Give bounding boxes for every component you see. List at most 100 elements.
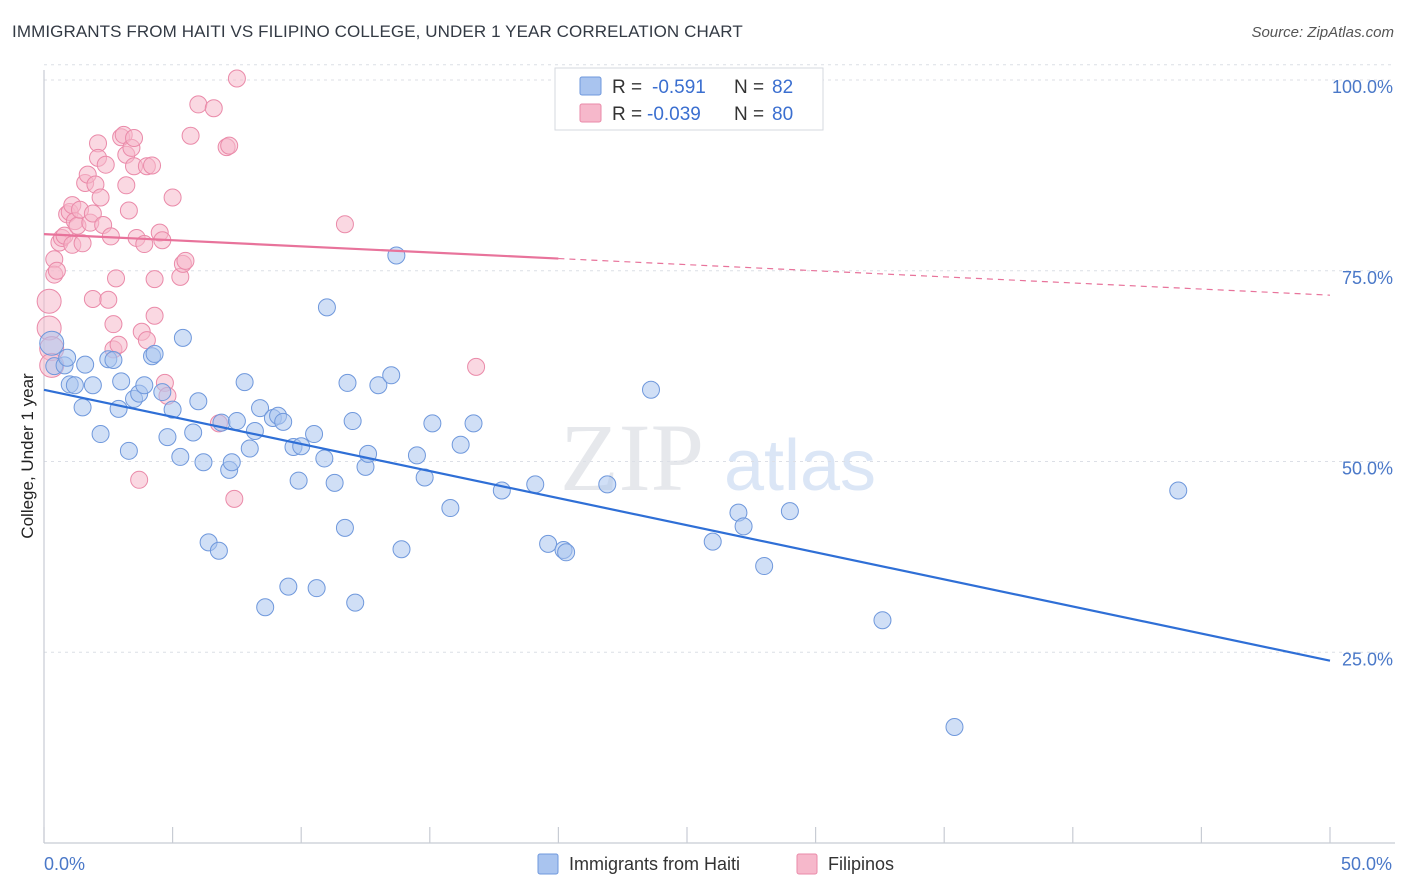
filipino-point <box>163 188 182 207</box>
watermark-zip: ZIP <box>560 404 704 511</box>
y-tick-label-50: 50.0% <box>1342 459 1393 479</box>
haiti-point <box>109 399 128 418</box>
x-tick-label-max: 50.0% <box>1341 854 1392 874</box>
haiti-point <box>163 400 182 419</box>
legend-n-value-haiti: 82 <box>772 77 793 98</box>
legend-swatch-filipino <box>579 103 602 123</box>
filipino-point <box>145 306 164 325</box>
haiti-point <box>73 398 92 417</box>
legend-n-value-filipino: 80 <box>772 104 793 125</box>
gridlines <box>44 64 1395 653</box>
haiti-point <box>423 414 442 433</box>
haiti-point <box>119 441 138 460</box>
haiti-point <box>703 532 722 551</box>
haiti-point <box>256 598 275 617</box>
filipino-point <box>96 155 115 174</box>
filipino-point <box>145 270 164 289</box>
haiti-point <box>58 348 77 367</box>
haiti-point <box>209 541 228 560</box>
haiti-point <box>227 412 246 431</box>
haiti-point <box>189 392 208 411</box>
haiti-point <box>251 399 270 418</box>
haiti-point <box>945 718 964 737</box>
filipino-point <box>83 204 102 223</box>
haiti-point <box>235 373 254 392</box>
filipino-point <box>109 335 128 354</box>
haiti-point <box>317 298 336 317</box>
haiti-point <box>598 475 617 494</box>
watermark-atlas: atlas <box>724 426 876 506</box>
filipino-point <box>107 269 126 288</box>
filipino-point <box>137 331 156 350</box>
haiti-point <box>173 328 192 347</box>
filipino-point <box>83 289 102 308</box>
haiti-point <box>194 453 213 472</box>
legend-r-value-filipino: -0.039 <box>647 104 701 125</box>
bottom-legend-swatch-filipino <box>796 853 818 875</box>
haiti-point <box>780 502 799 521</box>
legend-swatch-haiti <box>579 76 602 96</box>
source-label: Source: ZipAtlas.com <box>1251 24 1394 41</box>
haiti-point <box>153 383 172 402</box>
filipino-point <box>176 251 195 270</box>
filipino-point <box>99 290 118 309</box>
filipino-point <box>225 489 244 508</box>
filipino-point <box>227 69 246 88</box>
filipino-point <box>130 470 149 489</box>
haiti-point <box>91 425 110 444</box>
haiti-point <box>539 534 558 553</box>
filipino-point <box>181 126 200 145</box>
haiti-point <box>335 518 354 537</box>
haiti-point <box>289 471 308 490</box>
haiti-point <box>279 577 298 596</box>
filipino-point <box>104 315 123 334</box>
x-tick-label-min: 0.0% <box>44 854 85 874</box>
haiti-point <box>305 425 324 444</box>
bottom-legend-label-filipino: Filipinos <box>828 854 894 874</box>
filipino-point <box>73 234 92 253</box>
haiti-point <box>1169 481 1188 500</box>
haiti-point <box>346 593 365 612</box>
haiti-point <box>171 447 190 466</box>
haiti-point <box>343 412 362 431</box>
haiti-point <box>240 439 259 458</box>
chart-title: IMMIGRANTS FROM HAITI VS FILIPINO COLLEG… <box>12 22 743 41</box>
haiti-point <box>382 366 401 385</box>
haiti-point <box>451 435 470 454</box>
haiti-point <box>307 579 326 598</box>
haiti-point <box>158 428 177 447</box>
legend-r-label-filipino: R = <box>612 104 642 125</box>
filipino-point <box>189 95 208 114</box>
filipino-point <box>335 215 354 234</box>
haiti-point <box>245 421 264 440</box>
haiti-point <box>135 376 154 395</box>
haiti-point <box>222 453 241 472</box>
haiti-point <box>274 412 293 431</box>
filipino-point <box>119 201 138 220</box>
haiti-point <box>641 380 660 399</box>
filipino-point <box>91 188 110 207</box>
y-tick-label-75: 75.0% <box>1342 268 1393 288</box>
y-tick-labels: 25.0% 50.0% 75.0% 100.0% <box>1332 77 1393 669</box>
haiti-point <box>873 611 892 630</box>
haiti-point <box>104 351 123 370</box>
filipino-trend-line <box>43 233 559 260</box>
bottom-legend-label-haiti: Immigrants from Haiti <box>569 854 740 874</box>
series-legend: Immigrants from Haiti Filipinos <box>537 853 894 875</box>
x-axis-ticks <box>43 827 1331 843</box>
y-tick-label-25: 25.0% <box>1342 649 1393 669</box>
filipino-point <box>143 156 162 175</box>
haiti-point <box>464 414 483 433</box>
legend-n-label-haiti: N = <box>734 77 764 98</box>
haiti-point <box>325 473 344 492</box>
haiti-point <box>83 376 102 395</box>
haiti-trend-line <box>43 388 1331 662</box>
haiti-point <box>407 446 426 465</box>
filipino-point <box>467 357 486 376</box>
filipino-point <box>220 136 239 155</box>
haiti-point <box>526 475 545 494</box>
haiti-point <box>369 376 388 395</box>
haiti-point <box>734 517 753 536</box>
haiti-point <box>112 372 131 391</box>
